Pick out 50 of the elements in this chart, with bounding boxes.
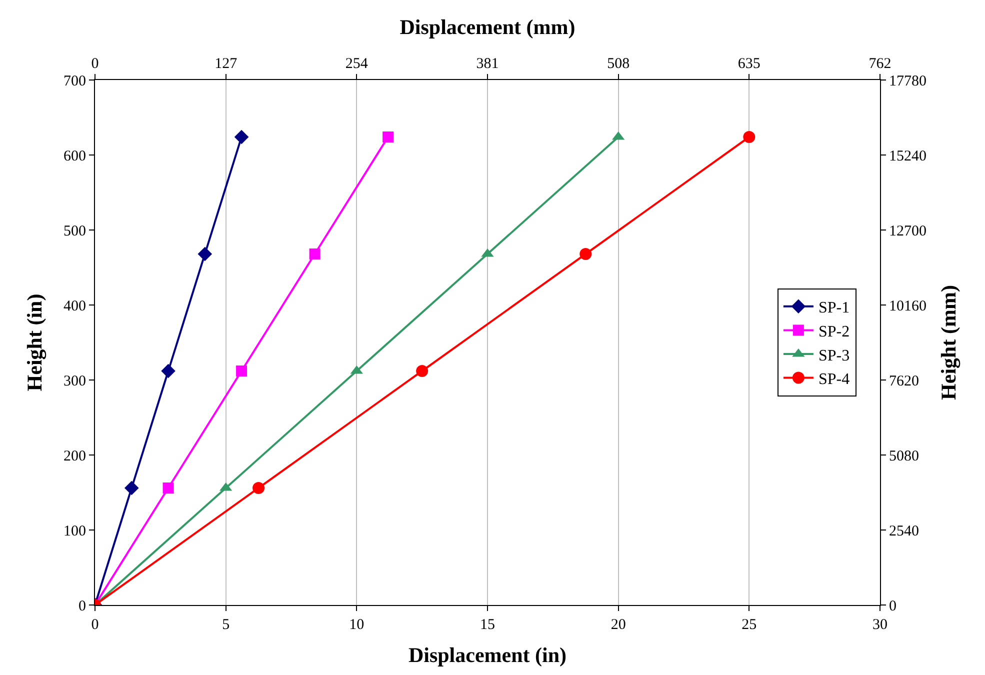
x2-tick-label: 381 bbox=[476, 56, 499, 72]
y-tick-label: 100 bbox=[64, 523, 86, 540]
point bbox=[198, 246, 212, 262]
point bbox=[252, 482, 265, 494]
x2-tick-label: 127 bbox=[214, 56, 238, 72]
y2-tick-label: 12700 bbox=[889, 223, 926, 240]
point bbox=[382, 132, 394, 142]
x2-tick-label: 635 bbox=[738, 56, 760, 72]
x2-tick-label: 508 bbox=[607, 56, 630, 72]
y2-tick-label: 0 bbox=[889, 598, 896, 614]
y2-tick-label: 17780 bbox=[889, 73, 926, 90]
y-tick-label: 500 bbox=[64, 223, 86, 240]
y-tick-label: 300 bbox=[64, 373, 86, 390]
x-tick-label: 10 bbox=[349, 617, 364, 633]
legend-label: SP-1 bbox=[818, 300, 850, 317]
y2-tick-label: 15240 bbox=[889, 148, 926, 164]
point bbox=[161, 364, 176, 378]
x-tick-label: 15 bbox=[480, 617, 495, 633]
x-tick-label: 30 bbox=[872, 617, 888, 633]
x-tick-label: 20 bbox=[610, 617, 626, 633]
y-tick-label: 400 bbox=[64, 298, 86, 314]
y2-axis-title: Height (mm) bbox=[936, 285, 961, 400]
y2-tick-label: 5080 bbox=[889, 448, 919, 464]
x2-tick-label: 0 bbox=[91, 56, 99, 72]
y-tick-label: 200 bbox=[64, 448, 86, 464]
x-axis-title: Displacement (in) bbox=[408, 643, 567, 668]
y2-tick-label: 10160 bbox=[889, 298, 926, 314]
y-axis-title: Height (in) bbox=[22, 294, 47, 392]
legend-label: SP-4 bbox=[818, 371, 850, 388]
x2-tick-label: 254 bbox=[345, 56, 368, 72]
x2-axis-title: Displacement (mm) bbox=[400, 15, 576, 40]
y2-tick-label: 2540 bbox=[889, 523, 919, 540]
y-tick-label: 600 bbox=[64, 148, 86, 164]
point bbox=[309, 248, 320, 260]
x2-tick-label: 762 bbox=[868, 56, 892, 72]
point bbox=[124, 480, 139, 496]
point bbox=[162, 482, 174, 494]
point bbox=[743, 131, 756, 143]
point bbox=[234, 130, 249, 144]
point bbox=[580, 248, 592, 260]
y-tick-label: 700 bbox=[64, 73, 86, 90]
x-tick-label: 5 bbox=[222, 617, 230, 633]
x-tick-label: 0 bbox=[91, 617, 99, 633]
legend-label: SP-3 bbox=[818, 347, 850, 364]
legend-label: SP-2 bbox=[818, 323, 850, 340]
y-tick-label: 0 bbox=[78, 598, 86, 614]
point bbox=[236, 366, 248, 376]
y2-tick-label: 7620 bbox=[889, 373, 919, 390]
point bbox=[416, 365, 428, 377]
x-tick-label: 25 bbox=[742, 617, 757, 633]
